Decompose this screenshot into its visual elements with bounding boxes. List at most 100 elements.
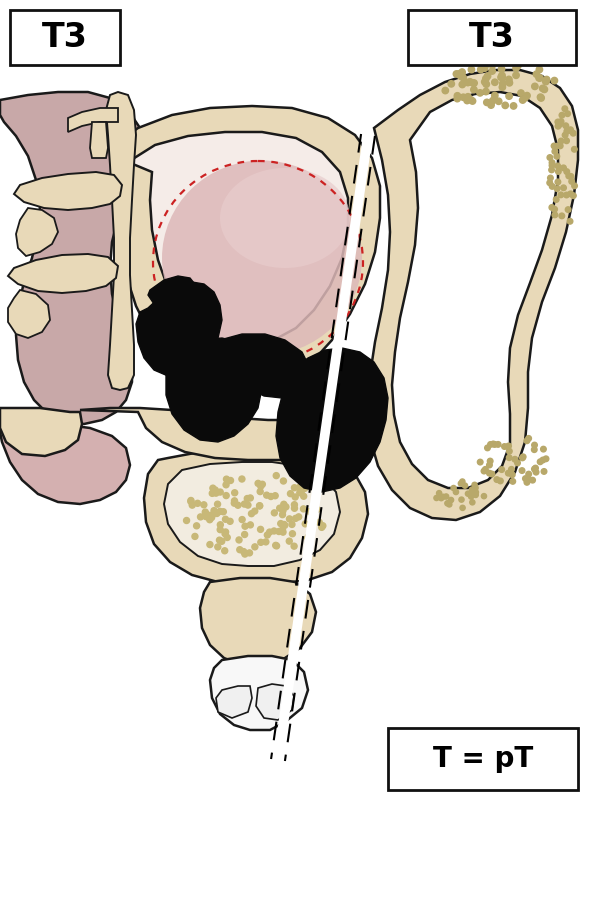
Circle shape — [239, 516, 245, 523]
FancyBboxPatch shape — [388, 728, 578, 790]
Circle shape — [465, 80, 471, 86]
Circle shape — [468, 494, 474, 499]
Circle shape — [207, 516, 213, 523]
Polygon shape — [8, 254, 118, 293]
Circle shape — [502, 102, 508, 108]
Circle shape — [537, 75, 543, 82]
Circle shape — [249, 511, 254, 516]
Circle shape — [524, 438, 530, 444]
Circle shape — [524, 93, 530, 99]
Circle shape — [245, 503, 251, 508]
Circle shape — [473, 490, 479, 495]
Circle shape — [211, 508, 217, 514]
Circle shape — [483, 61, 490, 67]
Circle shape — [536, 66, 542, 72]
Circle shape — [526, 436, 532, 441]
Circle shape — [541, 469, 547, 474]
Circle shape — [566, 207, 571, 213]
Circle shape — [564, 169, 570, 174]
Circle shape — [306, 533, 312, 539]
FancyBboxPatch shape — [10, 10, 120, 65]
Circle shape — [512, 457, 518, 462]
Circle shape — [448, 81, 455, 87]
Circle shape — [204, 512, 210, 518]
Circle shape — [506, 443, 511, 448]
Circle shape — [207, 514, 213, 520]
Circle shape — [549, 204, 555, 210]
Circle shape — [489, 62, 496, 69]
Circle shape — [231, 498, 237, 503]
Circle shape — [468, 96, 474, 103]
Circle shape — [492, 93, 498, 99]
Circle shape — [526, 477, 532, 482]
Circle shape — [477, 90, 483, 96]
Circle shape — [471, 80, 477, 86]
Circle shape — [440, 494, 446, 500]
Circle shape — [565, 111, 570, 116]
Polygon shape — [216, 686, 252, 718]
Circle shape — [247, 495, 253, 501]
Circle shape — [292, 494, 298, 500]
Circle shape — [522, 94, 528, 101]
Circle shape — [222, 516, 228, 523]
Circle shape — [289, 522, 295, 527]
Circle shape — [483, 75, 489, 82]
Circle shape — [482, 493, 486, 499]
Circle shape — [499, 72, 505, 79]
Circle shape — [272, 492, 278, 499]
Circle shape — [506, 93, 513, 99]
Circle shape — [554, 143, 560, 149]
Circle shape — [543, 456, 549, 461]
Circle shape — [544, 76, 550, 83]
Circle shape — [510, 479, 516, 484]
Circle shape — [510, 103, 517, 109]
Circle shape — [291, 543, 297, 549]
Circle shape — [221, 509, 226, 514]
Circle shape — [291, 502, 297, 508]
Circle shape — [470, 80, 477, 86]
Circle shape — [215, 544, 221, 550]
Circle shape — [507, 448, 512, 454]
Circle shape — [513, 72, 519, 79]
Circle shape — [470, 500, 475, 505]
Circle shape — [320, 523, 326, 529]
Circle shape — [533, 71, 539, 77]
Circle shape — [459, 82, 465, 88]
Circle shape — [479, 64, 486, 71]
Circle shape — [283, 503, 289, 510]
Circle shape — [499, 467, 504, 472]
Circle shape — [554, 197, 559, 203]
Ellipse shape — [162, 160, 362, 356]
Circle shape — [197, 514, 203, 520]
Polygon shape — [276, 348, 388, 492]
Circle shape — [552, 149, 558, 154]
Polygon shape — [90, 122, 108, 158]
Circle shape — [222, 531, 228, 536]
Polygon shape — [256, 684, 294, 720]
Circle shape — [217, 508, 223, 514]
Circle shape — [561, 185, 566, 191]
Circle shape — [215, 502, 221, 507]
Circle shape — [542, 79, 549, 85]
Circle shape — [508, 467, 514, 472]
Circle shape — [300, 493, 307, 499]
Circle shape — [538, 94, 544, 100]
Circle shape — [237, 547, 243, 553]
Polygon shape — [392, 92, 558, 488]
Circle shape — [561, 165, 566, 171]
Circle shape — [194, 523, 200, 529]
Circle shape — [271, 510, 277, 516]
Circle shape — [214, 511, 220, 516]
Circle shape — [532, 447, 537, 452]
Circle shape — [538, 459, 543, 465]
Circle shape — [297, 490, 303, 496]
Circle shape — [453, 71, 460, 77]
Circle shape — [190, 503, 195, 508]
Polygon shape — [16, 208, 58, 256]
Circle shape — [448, 497, 454, 503]
Circle shape — [465, 492, 471, 496]
Polygon shape — [0, 408, 82, 456]
Circle shape — [470, 487, 474, 492]
Polygon shape — [144, 448, 368, 584]
Circle shape — [469, 98, 476, 105]
